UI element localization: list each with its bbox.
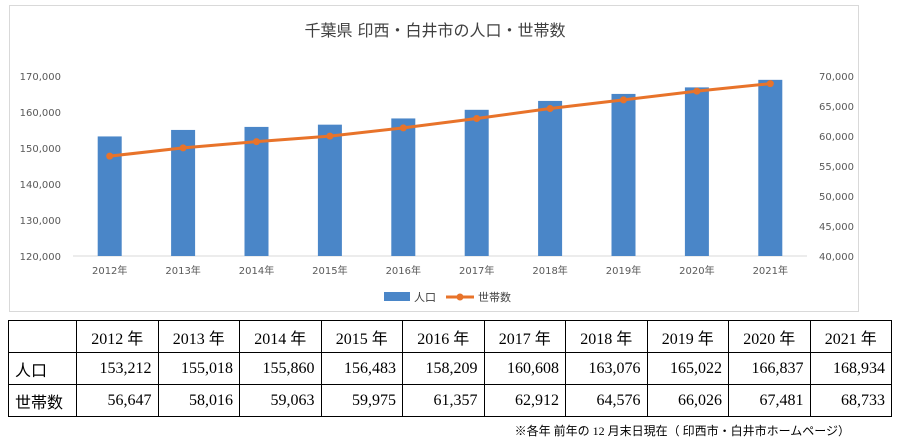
table-row: 世帯数 56,647 58,016 59,063 59,975 61,357 62,912 6…: [8, 384, 892, 417]
point-households: [473, 115, 481, 123]
table-cell: 64,576: [565, 384, 648, 417]
point-households: [253, 138, 260, 146]
point-households: [399, 124, 407, 132]
table-cell: 163,076: [565, 352, 648, 385]
chart-title: 千葉県 印西・白井市の人口・世帯数: [304, 21, 565, 40]
table-header-cell: 2017 年: [483, 320, 566, 353]
table-cell: 160,608: [483, 352, 566, 385]
x-tick-label: 2013年: [165, 264, 200, 277]
data-table: 2012 年 2013 年 2014 年 2015 年 2016 年 2017 年 2018…: [8, 320, 892, 417]
table-cell: 58,016: [157, 384, 240, 417]
x-tick-label: 2015年: [312, 264, 347, 277]
point-households: [766, 80, 774, 88]
bar-population: [611, 93, 636, 256]
combo-chart: 千葉県 印西・白井市の人口・世帯数 120,000 130,000 140,000 15…: [20, 21, 854, 304]
y-right-tick-label: 55,000: [819, 162, 854, 173]
y-right-tick-label: 65,000: [819, 102, 854, 113]
chart-container: 千葉県 印西・白井市の人口・世帯数 120,000 130,000 140,000 15…: [9, 5, 859, 312]
x-tick-label: 2020年: [679, 264, 714, 277]
table-cell: 68,733: [809, 384, 892, 417]
y-left-tick-label: 150,000: [20, 144, 61, 155]
table-header-cell: 2020 年: [728, 320, 811, 353]
table-cell: 59,975: [320, 384, 403, 417]
table-row-label: 人口: [8, 352, 77, 385]
y-right-tick-label: 40,000: [819, 252, 854, 263]
table-header-row: 2012 年 2013 年 2014 年 2015 年 2016 年 2017 年 2018…: [8, 320, 892, 353]
table-cell: 153,212: [76, 352, 159, 385]
table-header-cell: 2016 年: [402, 320, 485, 353]
footnote: ※各年 前年の 12 月末日現在（ 印西市・白井市ホームページ）: [514, 424, 850, 438]
x-tick-label: 2019年: [606, 264, 641, 277]
x-tick-label: 2016年: [386, 264, 421, 277]
x-tick-label: 2012年: [92, 264, 127, 277]
table-cell: 61,357: [402, 384, 485, 417]
bar-population: [538, 100, 563, 257]
table-header-cell: 2019 年: [646, 320, 729, 353]
bar-population: [758, 79, 783, 256]
table-header-cell: 2014 年: [239, 320, 322, 353]
x-tick-label: 2018年: [532, 264, 567, 277]
legend-label-households: 世帯数: [478, 291, 511, 304]
line-households: [109, 82, 771, 158]
table-cell: 155,860: [239, 352, 322, 385]
table-cell: 66,026: [646, 384, 729, 417]
table-cell: 158,209: [402, 352, 485, 385]
x-tick-label: 2021年: [753, 264, 788, 277]
y-right-tick-label: 70,000: [819, 72, 854, 83]
y-left-tick-label: 160,000: [20, 108, 61, 119]
point-households: [179, 144, 187, 152]
point-households: [620, 96, 627, 104]
table-row: 人口 153,212 155,018 155,860 156,483 158,209 160…: [8, 352, 892, 385]
table-cell: 165,022: [646, 352, 729, 385]
bar-population: [684, 87, 709, 256]
y-right-tick-label: 60,000: [819, 132, 854, 143]
y-left-tick-label: 170,000: [20, 72, 61, 83]
table-cell: 155,018: [157, 352, 240, 385]
table-cell: 67,481: [728, 384, 811, 417]
table-cell: 168,934: [809, 352, 892, 385]
table-header-cell: 2018 年: [565, 320, 648, 353]
table-cell: 59,063: [239, 384, 322, 417]
x-tick-label: 2014年: [239, 264, 274, 277]
legend-label-population: 人口: [414, 291, 436, 304]
table-header-cell: 2015 年: [320, 320, 403, 353]
y-right-tick-label: 45,000: [819, 222, 854, 233]
table-header-cell: 2013 年: [157, 320, 240, 353]
table-corner-cell: [8, 320, 77, 353]
point-households: [326, 132, 334, 140]
bar-population: [244, 126, 269, 257]
legend-swatch-population: [384, 292, 410, 301]
table-cell: 62,912: [483, 384, 566, 417]
x-tick-label: 2017年: [459, 264, 494, 277]
bar-population: [317, 124, 342, 257]
table-cell: 166,837: [728, 352, 811, 385]
bar-population: [391, 118, 416, 256]
point-households: [106, 152, 114, 160]
table-cell: 56,647: [76, 384, 159, 417]
y-left-tick-label: 130,000: [20, 216, 61, 227]
point-households: [546, 105, 554, 113]
bar-population: [464, 109, 489, 256]
legend-marker-households: [456, 293, 464, 301]
point-households: [693, 87, 701, 95]
y-left-tick-label: 140,000: [20, 180, 61, 191]
table-cell: 156,483: [320, 352, 403, 385]
y-left-tick-label: 120,000: [20, 252, 61, 263]
table-header-cell: 2012 年: [76, 320, 159, 353]
y-right-tick-label: 50,000: [819, 192, 854, 203]
table-row-label: 世帯数: [8, 384, 77, 417]
table-header-cell: 2021 年: [809, 320, 892, 353]
